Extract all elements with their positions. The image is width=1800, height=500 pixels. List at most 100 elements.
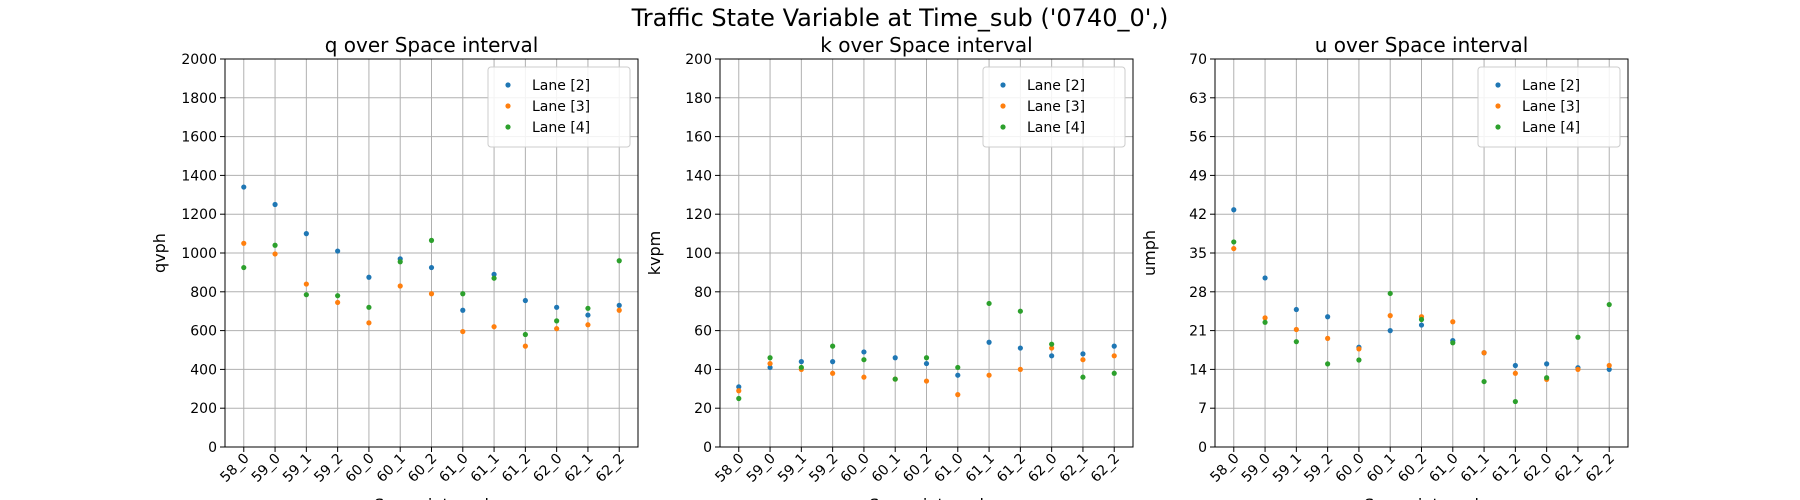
x-tick-label: 62_0 — [1520, 451, 1555, 486]
y-tick-label: 200 — [685, 52, 712, 68]
chart-panel-3: 0 7 14 21 28 35 42 49 56 63 70 58_059_059_159_260_0… — [1140, 33, 1629, 500]
y-tick-label: 160 — [685, 130, 712, 146]
x-tick-label: 59_0 — [1239, 451, 1274, 486]
data-point — [1387, 290, 1393, 297]
y-axis-label: umph — [1140, 230, 1159, 276]
x-tick-label: 60_1 — [869, 451, 904, 486]
y-tick-label: 2000 — [181, 52, 217, 68]
data-point — [616, 302, 622, 308]
x-tick-label: 59_1 — [1270, 451, 1305, 486]
data-point — [616, 258, 622, 264]
chart-panel-2: 0 20 40 60 80 100 120 140 160 180 200 58_059_059_15… — [645, 33, 1134, 500]
data-point — [397, 259, 403, 265]
legend-label: Lane [2] — [1027, 78, 1085, 94]
y-tick-label: 0 — [703, 440, 712, 456]
data-point — [1325, 314, 1331, 320]
legend-marker — [1000, 82, 1006, 88]
data-point — [241, 184, 247, 190]
subplot-title: k over Space interval — [820, 33, 1032, 57]
data-point — [335, 299, 341, 306]
y-tick-label: 60 — [694, 324, 712, 340]
data-point — [892, 376, 898, 382]
data-point — [1080, 357, 1086, 363]
x-tick-label: 58_0 — [217, 451, 252, 486]
legend-marker — [1495, 103, 1501, 109]
x-tick-label: 59_2 — [311, 451, 346, 486]
data-point — [1293, 339, 1299, 345]
data-point — [1512, 362, 1518, 369]
data-point — [892, 355, 898, 361]
y-tick-label: 70 — [1189, 52, 1207, 68]
x-tick-label: 60_0 — [343, 451, 378, 486]
x-axis-label: Space interval — [869, 495, 984, 500]
data-point — [522, 297, 528, 304]
x-tick-label: 62_0 — [1025, 451, 1060, 486]
x-tick-label: 61_2 — [1489, 451, 1524, 486]
y-tick-label: 120 — [685, 207, 712, 223]
data-point — [1049, 341, 1055, 347]
data-point — [1325, 361, 1331, 367]
legend-label: Lane [4] — [1027, 120, 1085, 136]
x-tick-label: 58_0 — [1207, 451, 1242, 486]
subplot-title: q over Space interval — [325, 33, 539, 57]
y-tick-label: 28 — [1189, 285, 1207, 301]
data-point — [428, 291, 435, 297]
data-point — [1262, 315, 1268, 321]
data-point — [554, 318, 560, 324]
data-point — [830, 343, 836, 349]
data-point — [1450, 319, 1456, 325]
data-point — [1387, 313, 1393, 319]
legend-box — [1477, 66, 1621, 148]
y-tick-label: 14 — [1189, 362, 1207, 378]
data-point — [491, 324, 497, 330]
data-point — [830, 370, 836, 376]
data-point — [798, 359, 804, 365]
data-point — [736, 388, 742, 394]
figure-title: Traffic State Variable at Time_sub ('074… — [631, 4, 1169, 32]
x-tick-label: 59_1 — [280, 451, 315, 486]
data-point — [272, 251, 278, 257]
data-point — [1017, 366, 1023, 372]
legend-marker — [1495, 82, 1501, 88]
y-tick-label: 200 — [190, 401, 217, 417]
y-tick-label: 0 — [1198, 440, 1207, 456]
x-tick-label: 58_0 — [712, 451, 747, 486]
x-tick-label: 62_1 — [1057, 451, 1092, 486]
data-point — [1606, 301, 1612, 308]
data-point — [767, 360, 773, 367]
data-point — [491, 271, 497, 277]
x-tick-label: 61_1 — [963, 451, 998, 486]
x-tick-label: 61_2 — [994, 451, 1029, 486]
data-point — [241, 264, 247, 271]
x-axis-label: Space interval — [374, 495, 489, 500]
x-tick-label: 60_0 — [838, 451, 873, 486]
x-axis-label: Space interval — [1364, 495, 1479, 500]
data-point — [1293, 306, 1299, 313]
data-point — [1544, 361, 1550, 367]
data-point — [554, 304, 560, 310]
data-point — [1512, 370, 1518, 376]
data-point — [1231, 245, 1237, 252]
y-tick-label: 40 — [694, 362, 712, 378]
y-tick-label: 80 — [694, 285, 712, 301]
legend-label: Lane [4] — [1522, 120, 1580, 136]
y-tick-label: 140 — [685, 168, 712, 184]
data-point — [428, 237, 435, 243]
data-point — [522, 343, 528, 349]
data-point — [830, 359, 836, 365]
y-tick-label: 0 — [208, 440, 217, 456]
y-tick-label: 1200 — [181, 207, 217, 223]
data-point — [1356, 346, 1362, 352]
data-point — [303, 231, 309, 237]
data-point — [585, 322, 591, 328]
data-point — [1111, 353, 1117, 359]
x-tick-label: 60_2 — [1395, 451, 1430, 486]
legend-label: Lane [2] — [532, 78, 590, 94]
y-tick-label: 800 — [190, 285, 217, 301]
x-tick-label: 60_2 — [900, 451, 935, 486]
data-point — [585, 305, 591, 311]
data-point — [1111, 343, 1117, 349]
data-point — [1481, 378, 1487, 385]
data-point — [1481, 350, 1487, 356]
